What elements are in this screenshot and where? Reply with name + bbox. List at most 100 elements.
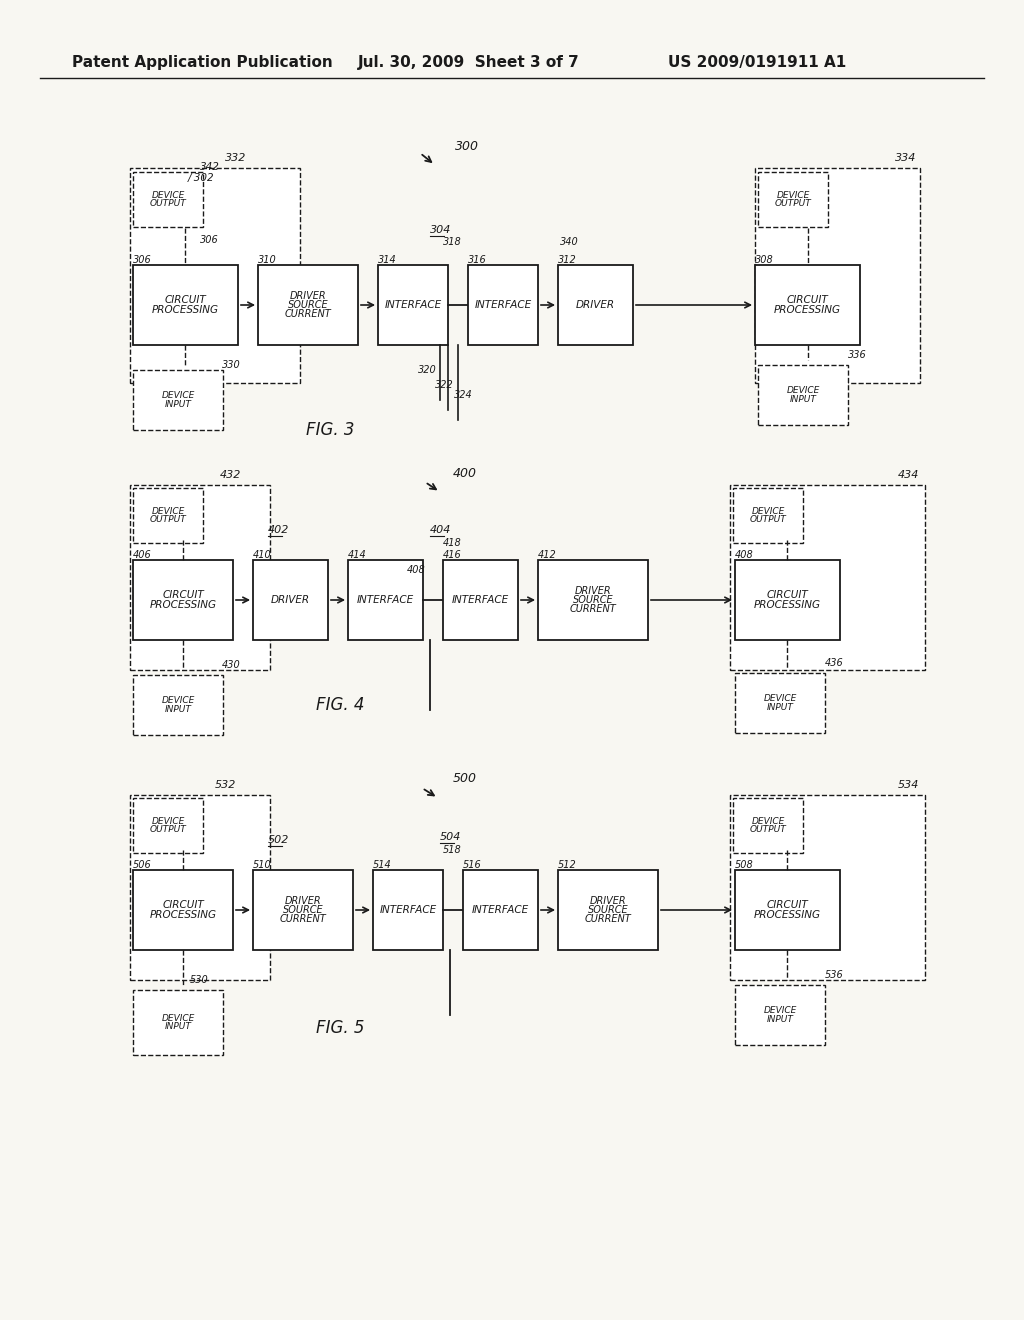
- Text: DRIVER: DRIVER: [285, 896, 322, 906]
- Text: DEVICE: DEVICE: [162, 696, 195, 705]
- Text: 316: 316: [468, 255, 486, 265]
- Text: 536: 536: [825, 970, 844, 979]
- Text: DEVICE: DEVICE: [162, 391, 195, 400]
- Text: CIRCUIT: CIRCUIT: [767, 590, 808, 601]
- Text: CURRENT: CURRENT: [569, 605, 616, 614]
- Text: SOURCE: SOURCE: [572, 595, 613, 605]
- Text: 400: 400: [453, 467, 477, 480]
- Bar: [463, 870, 538, 950]
- Text: OUTPUT: OUTPUT: [150, 825, 186, 834]
- Text: SOURCE: SOURCE: [283, 906, 324, 915]
- Text: PROCESSING: PROCESSING: [150, 909, 216, 920]
- Text: 418: 418: [443, 539, 462, 548]
- Bar: [133, 675, 223, 735]
- Text: INTERFACE: INTERFACE: [452, 595, 509, 605]
- Text: INTERFACE: INTERFACE: [474, 300, 531, 310]
- Bar: [755, 168, 920, 383]
- Bar: [730, 484, 925, 671]
- Bar: [443, 560, 518, 640]
- Text: DEVICE: DEVICE: [763, 694, 797, 704]
- Text: 408: 408: [735, 550, 754, 560]
- Bar: [735, 870, 840, 950]
- Text: 504: 504: [440, 832, 462, 842]
- Text: / 302: / 302: [188, 173, 215, 183]
- Text: DRIVER: DRIVER: [574, 586, 611, 595]
- Text: DEVICE: DEVICE: [786, 387, 819, 395]
- Text: INTERFACE: INTERFACE: [357, 595, 414, 605]
- Text: 534: 534: [898, 780, 920, 789]
- Text: CIRCUIT: CIRCUIT: [165, 296, 207, 305]
- Bar: [253, 560, 328, 640]
- Bar: [733, 799, 803, 853]
- Text: 414: 414: [348, 550, 367, 560]
- Text: DEVICE: DEVICE: [152, 817, 184, 826]
- Text: 416: 416: [443, 550, 462, 560]
- Text: DEVICE: DEVICE: [162, 1014, 195, 1023]
- Bar: [755, 265, 860, 345]
- Text: CURRENT: CURRENT: [285, 309, 332, 319]
- Text: INPUT: INPUT: [790, 395, 816, 404]
- Text: DRIVER: DRIVER: [271, 595, 310, 605]
- Bar: [758, 366, 848, 425]
- Bar: [133, 870, 233, 950]
- Text: 314: 314: [378, 255, 396, 265]
- Text: PROCESSING: PROCESSING: [152, 305, 219, 315]
- Text: 342: 342: [200, 162, 220, 172]
- Bar: [378, 265, 449, 345]
- Text: 308: 308: [755, 255, 774, 265]
- Text: SOURCE: SOURCE: [288, 300, 329, 310]
- Text: OUTPUT: OUTPUT: [774, 199, 811, 209]
- Text: FIG. 4: FIG. 4: [315, 696, 365, 714]
- Text: CURRENT: CURRENT: [280, 913, 327, 924]
- Text: 532: 532: [215, 780, 237, 789]
- Bar: [730, 795, 925, 979]
- Bar: [130, 168, 300, 383]
- Text: 322: 322: [435, 380, 454, 389]
- Text: CIRCUIT: CIRCUIT: [162, 590, 204, 601]
- Bar: [735, 560, 840, 640]
- Text: 330: 330: [222, 360, 241, 370]
- Text: INTERFACE: INTERFACE: [472, 906, 529, 915]
- Text: DEVICE: DEVICE: [776, 191, 810, 199]
- Text: OUTPUT: OUTPUT: [750, 825, 786, 834]
- Text: FIG. 3: FIG. 3: [306, 421, 354, 440]
- Bar: [258, 265, 358, 345]
- Bar: [348, 560, 423, 640]
- Text: 410: 410: [253, 550, 271, 560]
- Text: 512: 512: [558, 861, 577, 870]
- Text: DEVICE: DEVICE: [763, 1006, 797, 1015]
- Text: 412: 412: [538, 550, 557, 560]
- Text: 340: 340: [560, 238, 579, 247]
- Text: PROCESSING: PROCESSING: [754, 599, 821, 610]
- Bar: [253, 870, 353, 950]
- Bar: [133, 370, 223, 430]
- Text: 402: 402: [268, 525, 290, 535]
- Text: 318: 318: [443, 238, 462, 247]
- Bar: [133, 172, 203, 227]
- Text: PROCESSING: PROCESSING: [754, 909, 821, 920]
- Text: 502: 502: [268, 836, 290, 845]
- Text: 324: 324: [454, 389, 473, 400]
- Text: OUTPUT: OUTPUT: [750, 515, 786, 524]
- Text: 306: 306: [133, 255, 152, 265]
- Text: CURRENT: CURRENT: [585, 913, 632, 924]
- Text: Patent Application Publication: Patent Application Publication: [72, 54, 333, 70]
- Text: 406: 406: [133, 550, 152, 560]
- Text: 336: 336: [848, 350, 866, 360]
- Text: 334: 334: [895, 153, 916, 162]
- Text: DRIVER: DRIVER: [575, 300, 615, 310]
- Text: DEVICE: DEVICE: [752, 507, 784, 516]
- Text: INPUT: INPUT: [767, 702, 794, 711]
- Text: OUTPUT: OUTPUT: [150, 515, 186, 524]
- Text: DEVICE: DEVICE: [752, 817, 784, 826]
- Bar: [735, 985, 825, 1045]
- Text: 332: 332: [225, 153, 247, 162]
- Text: 310: 310: [258, 255, 276, 265]
- Bar: [558, 870, 658, 950]
- Text: 516: 516: [463, 861, 481, 870]
- Text: INTERFACE: INTERFACE: [380, 906, 436, 915]
- Text: 510: 510: [253, 861, 271, 870]
- Text: 432: 432: [220, 470, 242, 480]
- Text: PROCESSING: PROCESSING: [774, 305, 841, 315]
- Bar: [133, 265, 238, 345]
